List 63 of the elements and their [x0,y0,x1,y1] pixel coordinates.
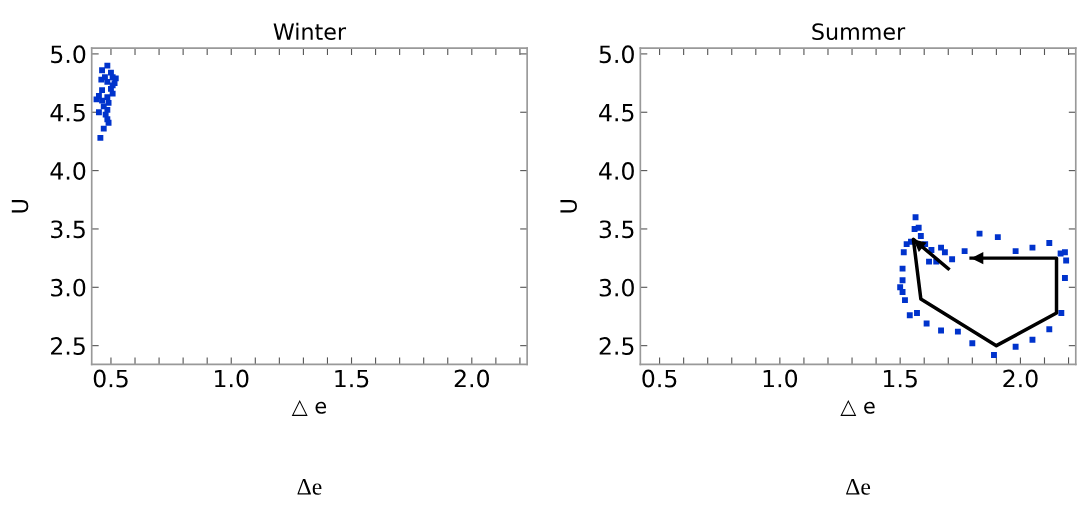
point [99,87,106,94]
point [914,310,920,316]
x-tick-label: 2.0 [1003,369,1038,388]
point [1012,343,1019,350]
x-tick-label: 1.5 [335,369,369,388]
point [961,248,968,255]
y-axis-title: U [560,199,577,213]
point [941,249,948,256]
y-tick-label: 3.5 [599,220,634,239]
x-tick-label: 1.0 [215,369,249,388]
point [899,277,906,284]
point [954,328,961,335]
chart-title: Summer [812,23,906,41]
y-tick-label: 4.5 [50,104,85,122]
point [1012,248,1019,255]
point [105,99,112,106]
point [104,62,111,69]
chart-title: Winter [273,22,347,41]
point [97,134,104,141]
point [994,234,1001,241]
x-axis-title: △ e [840,400,875,416]
point [926,258,932,265]
text: Δe [297,478,322,495]
y-tick-label: 2.5 [51,337,85,355]
y-tick-label: 4.0 [599,162,634,180]
point [917,233,924,239]
x-tick-label: 1.5 [883,369,917,388]
point [95,109,102,116]
y-tick-label: 4.5 [599,104,634,122]
point [1058,310,1065,316]
point [99,67,106,74]
point [1061,275,1068,281]
x-tick-label: 1.0 [763,369,798,388]
point [100,125,107,132]
point [899,289,906,295]
y-tick-label: 2.5 [599,337,634,355]
point [906,312,913,319]
point [897,284,904,291]
y-tick-label: 5.0 [51,45,86,64]
point [1061,249,1068,256]
y-tick-label: 5.0 [599,45,634,64]
x-tick-label: 2.0 [454,369,490,388]
point [1046,240,1053,246]
point [949,256,956,263]
y-tick-label: 3.0 [599,278,634,297]
y-tick-label: 4.0 [50,162,86,180]
text: Δe [846,478,871,495]
y-axis-title: U [11,199,29,213]
x-axis-title: △ e [291,400,327,416]
point [104,94,111,101]
point [915,224,922,231]
point [991,352,997,358]
y-tick-label: 3.0 [51,278,86,297]
y-tick-label: 3.5 [51,220,85,239]
point [902,297,908,304]
x-tick-label: 0.5 [642,369,677,388]
point [102,74,108,81]
x-tick-label: 0.5 [93,369,128,388]
point [900,249,907,256]
point [1046,326,1053,333]
point [899,265,906,272]
point [99,97,106,104]
point [969,340,976,347]
